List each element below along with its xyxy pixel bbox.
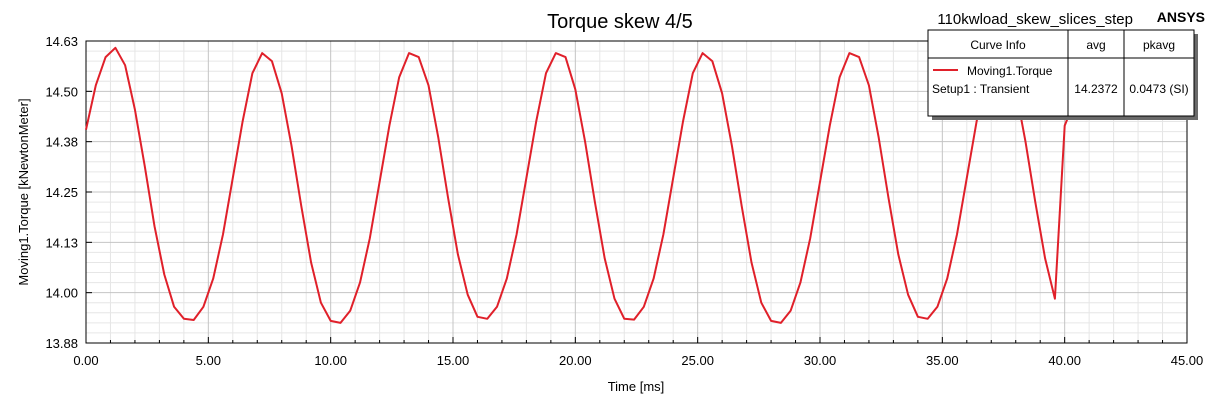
- legend[interactable]: Curve Info avg pkavg Moving1.Torque Setu…: [927, 29, 1198, 120]
- legend-pkavg-value: 0.0473 (SI): [1129, 82, 1188, 96]
- y-tick-label: 13.88: [45, 336, 78, 351]
- x-tick-label: 15.00: [437, 353, 470, 368]
- legend-curve-setup: Setup1 : Transient: [932, 82, 1030, 96]
- x-tick-label: 10.00: [314, 353, 347, 368]
- y-tick-label: 14.50: [45, 84, 78, 99]
- y-axis-label: Moving1.Torque [kNewtonMeter]: [16, 98, 31, 285]
- x-tick-label: 20.00: [559, 353, 592, 368]
- series-layer: [85, 46, 1076, 324]
- y-tick-label: 14.38: [45, 135, 78, 150]
- series-line-moving1-torque[interactable]: [85, 46, 1076, 324]
- legend-curve-name: Moving1.Torque: [967, 64, 1053, 78]
- x-tick-label: 30.00: [804, 353, 837, 368]
- ansys-logo: ANSYS: [1157, 9, 1205, 25]
- chart-title: Torque skew 4/5: [547, 11, 693, 33]
- x-tick-label: 45.00: [1171, 353, 1204, 368]
- legend-header-avg: avg: [1086, 38, 1105, 52]
- legend-header-pkavg: pkavg: [1143, 38, 1175, 52]
- y-tick-label: 14.25: [45, 185, 78, 200]
- x-tick-label: 40.00: [1048, 353, 1081, 368]
- x-tick-labels: 0.00 5.00 10.00 15.00 20.00 25.00 30.00 35.00 40…: [73, 353, 1203, 368]
- x-tick-label: 35.00: [926, 353, 959, 368]
- project-name: 110kwload_skew_slices_step: [937, 11, 1133, 28]
- x-tick-label: 0.00: [73, 353, 98, 368]
- x-axis-label: Time [ms]: [608, 379, 665, 394]
- y-tick-label: 14.00: [45, 286, 78, 301]
- y-tick-label: 14.63: [45, 34, 78, 49]
- legend-header-curve-info: Curve Info: [970, 38, 1026, 52]
- y-tick-labels: 14.63 14.50 14.38 14.25 14.13 14.00 13.88: [45, 34, 78, 351]
- x-tick-label: 5.00: [196, 353, 221, 368]
- tick-marks: [85, 40, 1188, 344]
- legend-avg-value: 14.2372: [1074, 82, 1118, 96]
- x-tick-label: 25.00: [681, 353, 714, 368]
- y-tick-label: 14.13: [45, 235, 78, 250]
